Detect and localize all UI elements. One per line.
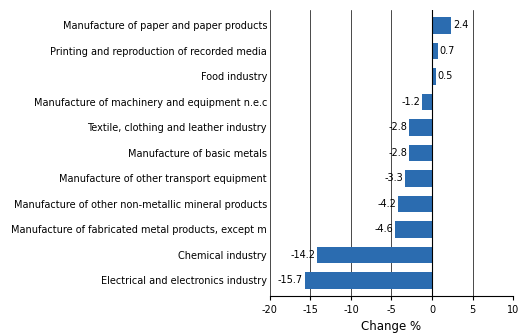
Bar — [305, 272, 432, 289]
Bar — [409, 119, 432, 136]
Text: -2.8: -2.8 — [389, 122, 408, 132]
Text: 0.5: 0.5 — [437, 71, 453, 81]
Text: -4.2: -4.2 — [378, 199, 396, 209]
Bar — [432, 17, 451, 34]
Text: -15.7: -15.7 — [278, 276, 303, 285]
Bar — [409, 144, 432, 161]
Text: -3.3: -3.3 — [385, 173, 404, 183]
Text: 2.4: 2.4 — [453, 20, 469, 30]
Bar — [317, 247, 432, 263]
Bar — [432, 43, 437, 59]
Text: -1.2: -1.2 — [402, 97, 421, 107]
X-axis label: Change %: Change % — [361, 320, 422, 333]
Text: -2.8: -2.8 — [389, 148, 408, 158]
Bar — [405, 170, 432, 187]
Text: -14.2: -14.2 — [290, 250, 315, 260]
Text: 0.7: 0.7 — [439, 46, 455, 56]
Bar — [398, 196, 432, 212]
Bar — [432, 68, 436, 85]
Bar — [422, 94, 432, 110]
Bar — [395, 221, 432, 238]
Text: -4.6: -4.6 — [375, 224, 393, 235]
